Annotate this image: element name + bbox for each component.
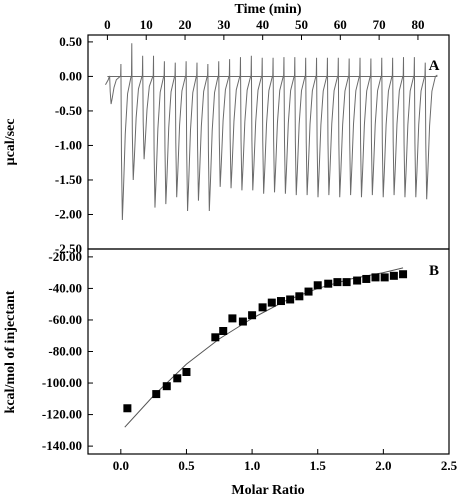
isotherm-data-point xyxy=(152,390,161,399)
isotherm-data-point xyxy=(258,303,267,312)
isotherm-data-point xyxy=(286,295,295,304)
enthalpy-axis-title: kcal/mol of injectant xyxy=(3,290,18,413)
isotherm-data-point xyxy=(389,271,398,280)
enthalpy-tick-label: -60.00 xyxy=(48,312,82,327)
power-tick-label: -2.50 xyxy=(55,241,82,256)
isotherm-data-point xyxy=(219,327,228,335)
molar-ratio-tick-label: 2.0 xyxy=(375,458,391,473)
thermogram-y-ticks: 0.50 0.00 -0.50 -1.00 -1.50 -2.00 -2.50 xyxy=(55,34,93,256)
power-tick-label: 0.00 xyxy=(59,68,82,83)
time-tick-label: 60 xyxy=(334,17,347,32)
time-tick-label: 20 xyxy=(179,17,192,32)
power-tick-label: -2.00 xyxy=(55,206,82,221)
power-tick-label: -0.50 xyxy=(55,103,82,118)
isotherm-data-point xyxy=(353,276,362,285)
thermogram-trace xyxy=(105,43,438,221)
power-tick-label: 0.50 xyxy=(59,34,82,49)
isotherm-data-point xyxy=(313,281,322,290)
binding-isotherm-panel: Molar Ratio kcal/mol of injectant B 0.0 0… xyxy=(3,248,458,498)
isotherm-data-point xyxy=(342,278,351,287)
panel-b-label: B xyxy=(429,263,439,279)
time-tick-label: 0 xyxy=(104,17,111,32)
isotherm-data-point xyxy=(333,278,342,287)
power-tick-label: -1.50 xyxy=(55,172,82,187)
enthalpy-tick-label: -140.00 xyxy=(42,438,82,453)
isotherm-data-point xyxy=(267,298,276,307)
isotherm-data-point xyxy=(123,404,132,413)
isotherm-data-point xyxy=(182,368,191,376)
isotherm-data-point xyxy=(238,317,247,326)
enthalpy-tick-label: -80.00 xyxy=(48,344,82,359)
isotherm-data-point xyxy=(304,287,313,296)
enthalpy-tick-label: -20.00 xyxy=(48,249,82,264)
enthalpy-tick-label: -100.00 xyxy=(42,375,82,390)
isotherm-points xyxy=(123,270,408,413)
isotherm-data-point xyxy=(399,270,408,279)
isotherm-data-point xyxy=(211,333,220,342)
isotherm-data-point xyxy=(371,273,380,282)
thermogram-panel: Time (min) µcal/sec A 0 10 20 30 40 50 60 70 80 … xyxy=(3,2,450,256)
isotherm-data-point xyxy=(248,311,257,320)
enthalpy-tick-label: -120.00 xyxy=(42,407,82,422)
molar-ratio-tick-label: 2.5 xyxy=(441,458,458,473)
thermogram-x-ticks: 0 10 20 30 40 50 60 70 80 xyxy=(104,17,424,40)
isotherm-data-point xyxy=(380,273,389,282)
isotherm-data-point xyxy=(276,297,285,306)
time-tick-label: 80 xyxy=(411,17,424,32)
molar-ratio-tick-label: 1.0 xyxy=(244,458,260,473)
molar-ratio-tick-label: 1.5 xyxy=(310,458,327,473)
isotherm-data-point xyxy=(324,279,333,288)
enthalpy-tick-label: -40.00 xyxy=(48,280,82,295)
time-tick-label: 30 xyxy=(217,17,230,32)
time-tick-label: 10 xyxy=(140,17,153,32)
power-tick-label: -1.00 xyxy=(55,137,82,152)
isotherm-data-point xyxy=(162,382,171,391)
time-tick-label: 70 xyxy=(373,17,386,32)
isotherm-x-ticks: 0.0 0.5 1.0 1.5 2.0 2.5 xyxy=(113,449,458,473)
isotherm-data-point xyxy=(173,374,182,383)
isotherm-data-point xyxy=(228,314,237,323)
time-tick-label: 40 xyxy=(256,17,269,32)
isotherm-data-point xyxy=(295,292,304,301)
time-axis-title: Time (min) xyxy=(234,2,301,17)
panel-a-label: A xyxy=(429,58,440,74)
time-tick-label: 50 xyxy=(295,17,308,32)
isotherm-data-point xyxy=(362,274,371,283)
molar-ratio-tick-label: 0.5 xyxy=(178,458,195,473)
isotherm-y-ticks: -20.00 -40.00 -60.00 -80.00 -100.00 -120.00 -1… xyxy=(42,249,93,453)
molar-ratio-tick-label: 0.0 xyxy=(113,458,129,473)
power-axis-title: µcal/sec xyxy=(3,119,18,166)
molar-ratio-axis-title: Molar Ratio xyxy=(231,483,304,498)
